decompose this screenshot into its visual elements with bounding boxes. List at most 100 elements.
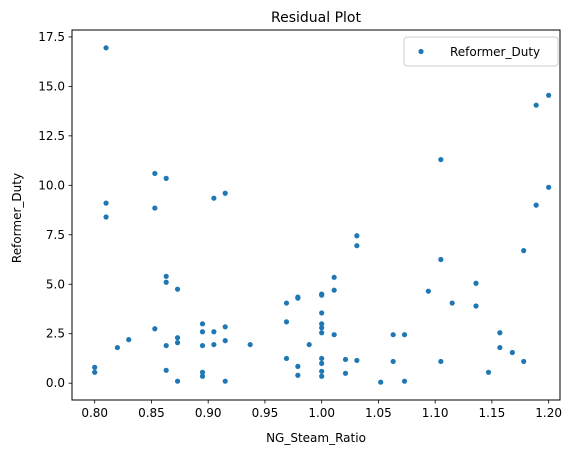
- plot-area: [92, 45, 552, 385]
- data-point: [319, 355, 325, 362]
- data-point: [103, 214, 109, 220]
- data-point: [163, 279, 169, 285]
- data-point: [199, 329, 206, 335]
- data-point: [438, 156, 444, 163]
- data-point: [199, 369, 206, 375]
- data-point: [509, 349, 515, 356]
- y-axis-label: Reformer_Duty: [10, 173, 24, 263]
- data-point: [319, 310, 325, 316]
- data-point: [174, 340, 181, 346]
- data-point: [199, 321, 206, 327]
- data-point: [473, 280, 479, 286]
- data-point: [211, 195, 217, 201]
- chart-title: Residual Plot: [271, 10, 361, 26]
- y-tick-label: 2.5: [46, 327, 65, 341]
- y-tick-label: 15.0: [38, 79, 65, 93]
- data-point: [342, 356, 349, 363]
- data-point: [103, 200, 109, 206]
- y-axis-ticks: 0.0 2.5 5.0 7.5 10.0 12.5 15.0 17.5: [38, 30, 72, 390]
- data-point: [174, 335, 181, 341]
- x-tick-label: 1.05: [365, 406, 392, 420]
- data-point: [295, 372, 301, 378]
- data-point: [126, 337, 132, 343]
- x-tick-label: 1.00: [308, 406, 335, 420]
- data-point: [211, 329, 217, 335]
- data-point: [211, 341, 217, 348]
- data-point: [295, 295, 301, 301]
- data-point: [319, 321, 325, 327]
- data-point: [283, 355, 290, 362]
- data-point: [390, 332, 396, 338]
- data-point: [546, 184, 552, 190]
- data-point: [114, 344, 120, 351]
- x-tick-label: 1.15: [479, 406, 506, 420]
- data-point: [295, 363, 301, 369]
- x-tick-label: 1.20: [535, 406, 562, 420]
- data-point: [390, 358, 396, 365]
- data-point: [521, 358, 527, 365]
- data-point: [174, 378, 181, 384]
- data-point: [521, 248, 527, 254]
- data-point: [283, 300, 290, 306]
- axes-frame: [71, 29, 561, 401]
- data-point: [222, 378, 228, 384]
- data-point: [546, 92, 552, 98]
- data-point: [163, 367, 169, 373]
- y-tick-label: 17.5: [38, 30, 65, 44]
- data-point: [199, 373, 206, 379]
- data-point: [449, 300, 455, 306]
- data-point: [222, 338, 228, 344]
- data-point: [319, 360, 325, 366]
- data-point: [354, 233, 360, 239]
- y-tick-label: 12.5: [38, 129, 65, 143]
- data-point: [247, 341, 253, 348]
- data-point: [331, 274, 337, 280]
- data-point: [342, 370, 349, 376]
- data-point: [378, 379, 384, 385]
- data-point: [174, 286, 181, 292]
- legend-label-reformer-duty: Reformer_Duty: [450, 45, 540, 59]
- data-point: [152, 326, 158, 332]
- data-point: [331, 287, 337, 293]
- data-point: [438, 358, 444, 365]
- data-point: [152, 170, 158, 177]
- x-axis-ticks: 0.80 0.85 0.90 0.95 1.00 1.05 1.10 1.15 1.20: [81, 400, 562, 420]
- data-point: [331, 332, 337, 338]
- data-point: [438, 256, 444, 263]
- x-axis-label: NG_Steam_Ratio: [266, 431, 366, 445]
- data-point: [163, 342, 169, 349]
- data-point: [473, 303, 479, 309]
- data-point: [222, 324, 228, 330]
- data-point: [425, 288, 431, 294]
- data-point: [401, 378, 408, 384]
- data-point: [533, 202, 539, 208]
- data-point: [92, 364, 98, 370]
- data-point: [163, 175, 169, 181]
- x-tick-label: 0.95: [252, 406, 279, 420]
- data-point: [354, 243, 360, 249]
- x-tick-label: 0.80: [81, 406, 108, 420]
- data-point: [401, 332, 408, 338]
- data-point: [163, 273, 169, 279]
- data-point: [319, 291, 325, 297]
- legend-box: [403, 36, 559, 67]
- legend: Reformer_Duty: [403, 36, 559, 67]
- data-point: [319, 325, 325, 331]
- data-point: [497, 330, 503, 336]
- x-tick-label: 1.10: [422, 406, 449, 420]
- data-point: [319, 373, 325, 379]
- data-point: [497, 344, 503, 351]
- data-point: [103, 45, 109, 51]
- data-point: [152, 205, 158, 211]
- data-point: [92, 369, 98, 375]
- data-point: [319, 330, 325, 336]
- data-point: [283, 319, 290, 325]
- x-tick-label: 0.85: [138, 406, 165, 420]
- y-tick-label: 0.0: [46, 376, 65, 390]
- y-tick-label: 7.5: [46, 228, 65, 242]
- legend-marker: [418, 48, 424, 55]
- data-point: [354, 357, 360, 364]
- data-point: [485, 369, 492, 375]
- data-point: [533, 102, 539, 108]
